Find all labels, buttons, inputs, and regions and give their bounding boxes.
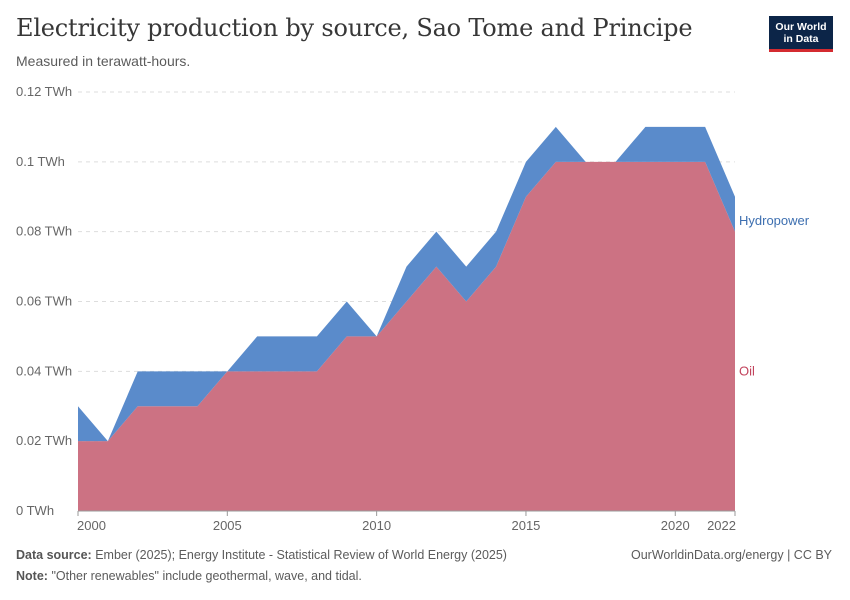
y-tick-label: 0.1 TWh [16,154,65,169]
x-tick-label: 2005 [213,518,242,533]
x-tick-label: 2022 [707,518,736,533]
x-tick-label: 2010 [362,518,391,533]
logo-line-1: Our World [775,21,827,33]
footnote: Note: "Other renewables" include geother… [16,569,362,583]
legend-label-hydropower: Hydropower [739,213,810,228]
x-tick-label: 2000 [77,518,106,533]
x-tick-label: 2020 [661,518,690,533]
area-layer [78,126,735,511]
chart-subtitle: Measured in terawatt-hours. [16,53,191,69]
area-hydropower [78,126,735,442]
note-text: "Other renewables" include geothermal, w… [51,569,362,583]
area-oil [78,161,735,511]
credit-link[interactable]: OurWorldinData.org/energy | CC BY [630,548,832,562]
y-tick-label: 0.02 TWh [16,433,72,448]
source-note: Data source: Ember (2025); Energy Instit… [16,548,507,562]
note-label: Note: [16,569,48,583]
y-tick-label: 0 TWh [16,503,54,518]
legend-label-oil: Oil [739,363,755,378]
y-tick-label: 0.06 TWh [16,294,72,309]
y-tick-label: 0.08 TWh [16,224,72,239]
chart-title: Electricity production by source, Sao To… [16,14,693,42]
legend-layer: Oil Hydropower [739,213,810,379]
y-tick-label: 0.04 TWh [16,363,72,378]
logo-line-2: in Data [783,33,819,45]
y-tick-label: 0.12 TWh [16,84,72,99]
source-text[interactable]: Ember (2025); Energy Institute - Statist… [95,548,507,562]
x-tick-label: 2015 [511,518,540,533]
owid-logo[interactable]: Our World in Data [769,16,833,52]
source-label: Data source: [16,548,92,562]
axis-layer: 0 TWh 0.02 TWh 0.04 TWh 0.06 TWh 0.08 TWh 0.1… [16,84,736,533]
